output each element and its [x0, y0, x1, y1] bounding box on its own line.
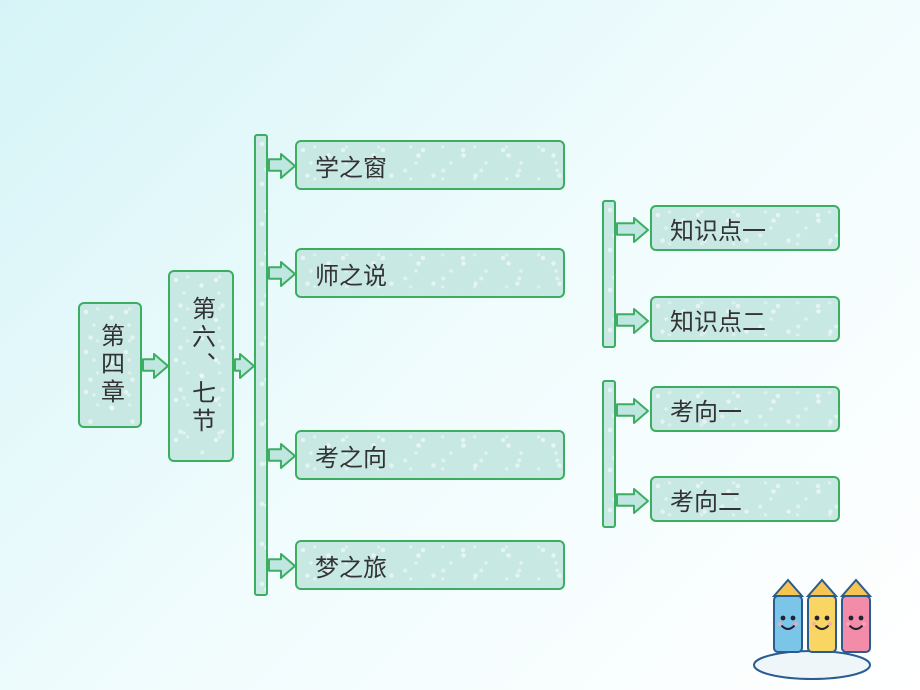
node-m4-label: 梦之旅 [315, 548, 387, 583]
pencil-group [754, 580, 870, 679]
arrow-icon [616, 307, 650, 335]
node-sub: 第六、七节 [168, 270, 234, 462]
node-m3: 考之向 [295, 430, 565, 480]
connector-bar [602, 200, 616, 348]
node-l3-label: 考向一 [670, 392, 742, 427]
arrow-icon [268, 552, 297, 580]
arrow-icon [268, 442, 297, 470]
node-m4: 梦之旅 [295, 540, 565, 590]
node-m1-label: 学之窗 [315, 148, 387, 183]
arrow-icon [268, 260, 297, 288]
arrow-icon [234, 352, 256, 380]
node-m1: 学之窗 [295, 140, 565, 190]
arrow-icon [616, 216, 650, 244]
node-sub-label: 第六、七节 [184, 296, 219, 436]
arrow-icon [616, 487, 650, 515]
pencil-mascot [752, 560, 902, 680]
node-m3-label: 考之向 [315, 438, 387, 473]
node-l4-label: 考向二 [670, 482, 742, 517]
connector-bar [602, 380, 616, 528]
arrow-icon [142, 352, 170, 380]
arrow-icon [616, 397, 650, 425]
node-m2: 师之说 [295, 248, 565, 298]
arrow-icon [268, 152, 297, 180]
node-root-label: 第四章 [93, 323, 128, 407]
node-l3: 考向一 [650, 386, 840, 432]
node-m2-label: 师之说 [315, 256, 387, 291]
node-l1-label: 知识点一 [670, 211, 766, 246]
node-l2: 知识点二 [650, 296, 840, 342]
node-l4: 考向二 [650, 476, 840, 522]
connector-bar [254, 134, 268, 596]
node-root: 第四章 [78, 302, 142, 428]
node-l1: 知识点一 [650, 205, 840, 251]
node-l2-label: 知识点二 [670, 302, 766, 337]
